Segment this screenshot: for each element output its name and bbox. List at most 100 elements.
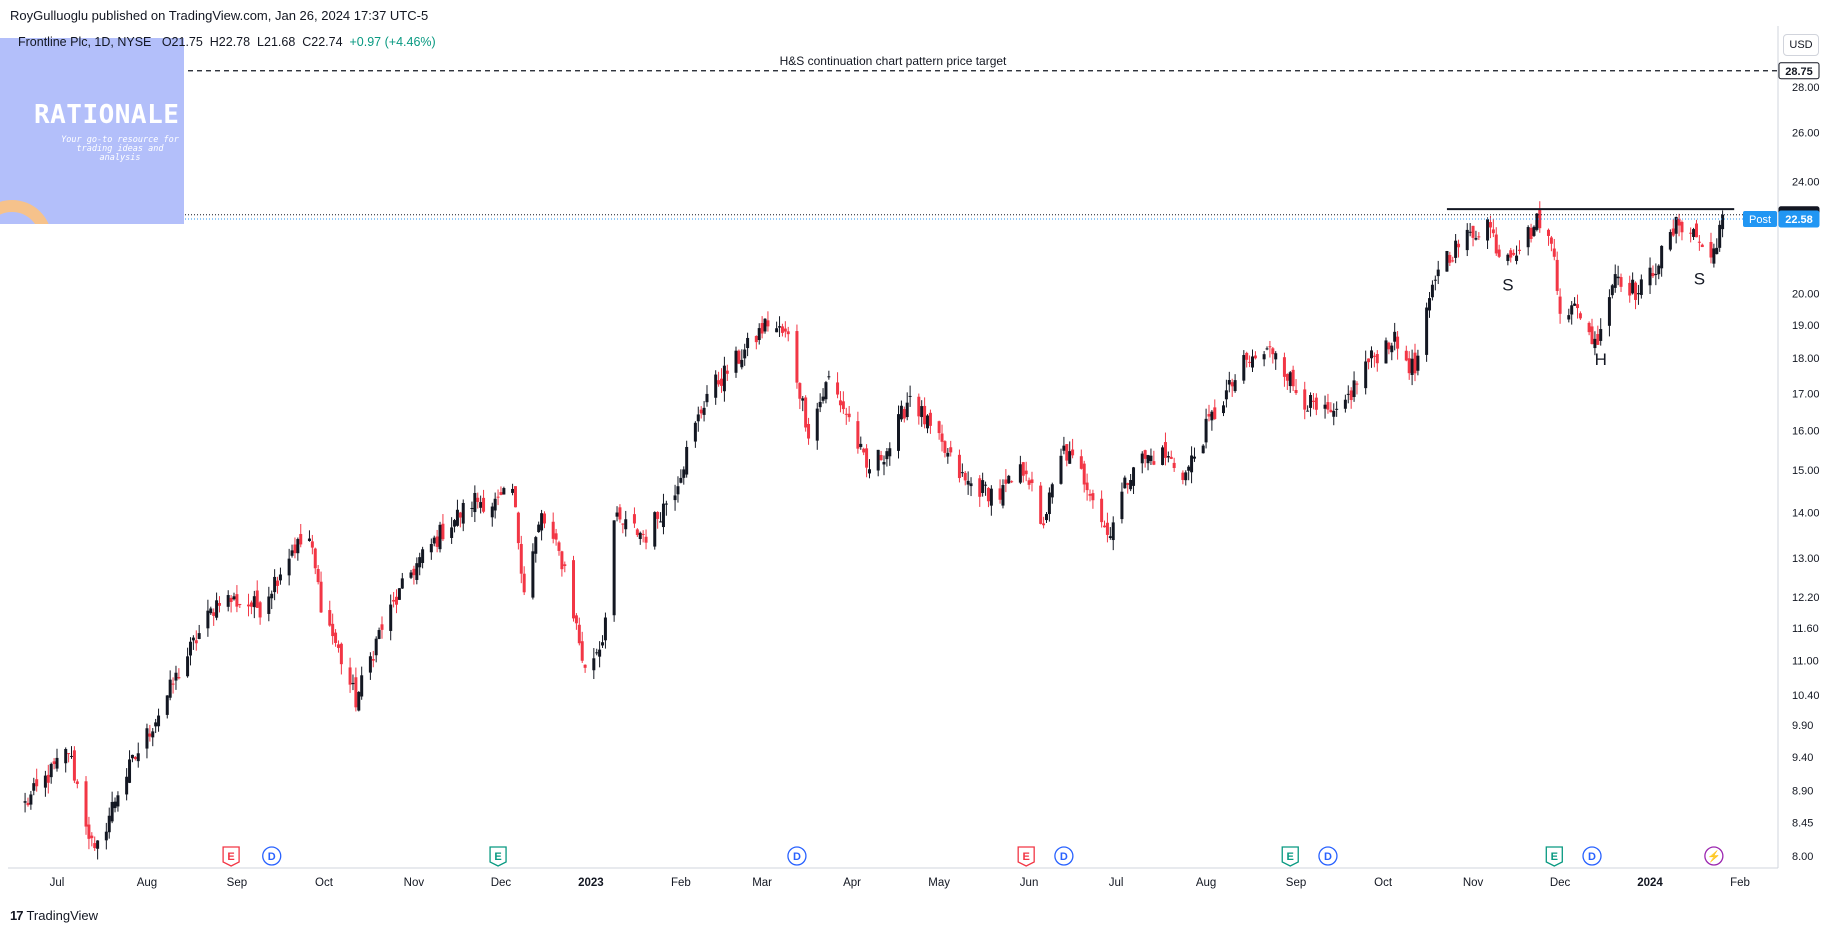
dividend-event-icon[interactable]: D — [262, 846, 282, 866]
candle-body — [844, 413, 848, 415]
x-tick-label: Aug — [1196, 877, 1216, 889]
event-badge — [1318, 846, 1338, 866]
earnings-event-icon[interactable]: E — [1017, 846, 1035, 867]
event-letter: D — [793, 851, 801, 863]
earnings-event-icon[interactable]: E — [1545, 846, 1563, 867]
candle — [1291, 365, 1295, 392]
price-label-target[interactable]: 28.75 — [1778, 62, 1820, 80]
candle — [717, 371, 721, 387]
candle — [702, 401, 706, 422]
candle — [186, 647, 190, 678]
candle — [1161, 445, 1165, 466]
candle-body — [1410, 358, 1414, 376]
candle-body — [1224, 390, 1228, 400]
candle-body — [757, 328, 761, 341]
candle — [1251, 349, 1255, 372]
candle — [104, 822, 108, 850]
candle — [1335, 401, 1339, 417]
dividend-event-icon[interactable]: D — [1318, 846, 1338, 866]
candle-body — [1593, 338, 1597, 349]
candle — [804, 395, 808, 432]
candle-body — [1477, 236, 1481, 238]
candle-body — [908, 395, 912, 397]
candle — [1578, 311, 1582, 320]
dividend-event-icon[interactable]: D — [1582, 846, 1602, 866]
candle-body — [1491, 229, 1495, 234]
candle-body — [1486, 219, 1490, 241]
candle — [1636, 284, 1640, 305]
candle-body — [1407, 358, 1411, 374]
candle-body — [212, 612, 216, 616]
candle — [1660, 245, 1664, 277]
price-axis[interactable]: 8.00 8.45 8.90 9.40 9.90 10.40 11.00 11.60 12.20… — [1743, 62, 1820, 863]
candle — [1715, 238, 1719, 255]
candle — [458, 511, 462, 528]
candle-body — [1692, 229, 1696, 237]
candle — [360, 666, 364, 700]
candle — [989, 485, 993, 516]
ohlc-high: H22.78 — [209, 35, 251, 49]
candle-body — [191, 637, 195, 641]
candle — [55, 748, 59, 772]
rationale-watermark: RATIONALE Your go-to resource for tradin… — [0, 38, 184, 224]
candle — [412, 565, 416, 585]
candle — [1062, 436, 1066, 455]
currency-button[interactable]: USD — [1783, 34, 1819, 56]
candle-body — [171, 683, 175, 685]
candle-body — [1335, 408, 1339, 410]
lightning-event-icon[interactable]: ⚡ — [1704, 846, 1724, 866]
candle — [502, 486, 506, 495]
candle-body — [194, 640, 198, 644]
candle-body — [696, 414, 700, 422]
candle — [798, 382, 802, 410]
candle-body — [1306, 410, 1310, 412]
dividend-event-icon[interactable]: D — [1054, 846, 1074, 866]
event-letter: E — [494, 851, 501, 863]
time-axis[interactable]: Jul Aug Sep Oct Nov Dec 2023 Feb Mar Apr May Jun Jul… — [50, 877, 1750, 889]
candle-body — [754, 335, 758, 343]
dividend-event-icon[interactable]: D — [787, 846, 807, 866]
candle-body — [1352, 380, 1356, 398]
candle-body — [685, 446, 689, 475]
candle — [1607, 289, 1611, 337]
x-tick-label: Mar — [752, 877, 772, 889]
x-tick-label: Apr — [843, 877, 861, 889]
candle-body — [1021, 462, 1025, 476]
candle — [476, 492, 480, 509]
candle — [1221, 401, 1225, 417]
candle-body — [841, 401, 845, 410]
candle — [226, 590, 230, 612]
candle-body — [1213, 407, 1217, 419]
candle-body — [380, 624, 384, 630]
earnings-event-icon[interactable]: E — [1281, 846, 1299, 867]
candle-body — [29, 794, 33, 805]
candle-body — [1538, 209, 1542, 229]
symbol-legend[interactable]: Frontline Plc, 1D, NYSE O21.75 H22.78 L2… — [18, 35, 436, 49]
candle-body — [1332, 410, 1336, 417]
price-label-post[interactable]: 22.58 Post — [1743, 210, 1820, 228]
candle — [795, 324, 799, 389]
candle — [1709, 232, 1713, 264]
candle-body — [513, 486, 517, 508]
x-tick-label: 2023 — [578, 877, 604, 889]
earnings-event-icon[interactable]: E — [489, 846, 507, 867]
candle-body — [93, 843, 97, 849]
candle — [513, 486, 517, 508]
candle — [296, 537, 300, 561]
candle — [299, 523, 303, 548]
candle-body — [1648, 267, 1652, 286]
candle-body — [1024, 470, 1028, 475]
candle — [519, 535, 523, 584]
candle — [1149, 448, 1153, 465]
candle — [725, 364, 729, 381]
earnings-event-icon[interactable]: E — [222, 846, 240, 867]
tradingview-logo-icon: 17 — [10, 908, 24, 923]
candle — [923, 397, 927, 429]
candle-body — [334, 632, 338, 643]
candle-body — [775, 328, 779, 333]
candle-body — [453, 520, 457, 527]
candle-body — [84, 781, 88, 827]
candle — [435, 529, 439, 553]
tradingview-logo[interactable]: 17 TradingView — [10, 908, 98, 923]
